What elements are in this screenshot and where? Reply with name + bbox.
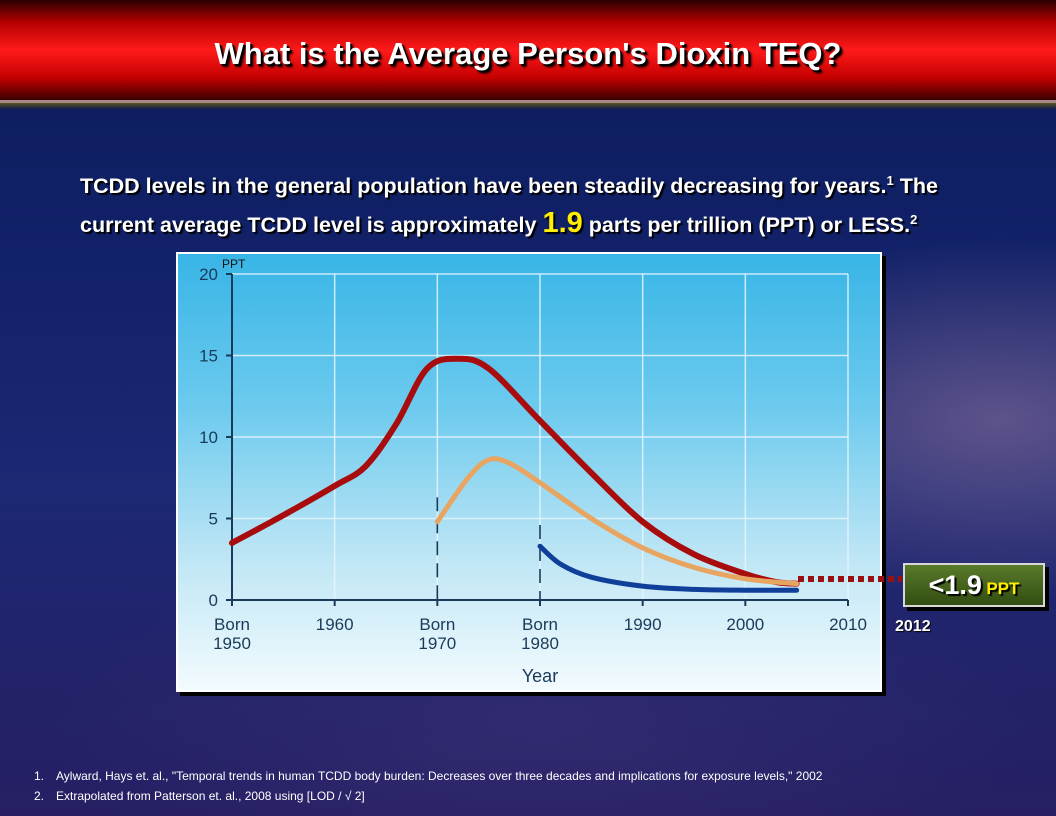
extrapolation-dotted-line xyxy=(798,576,902,582)
x-tick-label: 2000 xyxy=(726,615,764,634)
x-tick-label: Born xyxy=(214,615,250,634)
y-unit-label: PPT xyxy=(222,257,246,271)
y-tick-label: 20 xyxy=(199,265,218,284)
x-tick-label: 1960 xyxy=(316,615,354,634)
series-line-1 xyxy=(229,355,800,587)
chart-panel: 0 5 10 15 20 PPT Born 1950 1960 Born 1970 Born 1980 1… xyxy=(176,252,882,692)
current-level-callout: <1.9 PPT xyxy=(903,563,1045,607)
y-tick-label: 0 xyxy=(209,591,218,610)
x-tick-label: Born xyxy=(419,615,455,634)
footnotes: 1. Aylward, Hays et. al., "Temporal trend… xyxy=(34,766,822,806)
intro-highlight-value: 1.9 xyxy=(542,207,583,240)
intro-sup1: 1 xyxy=(886,173,894,188)
intro-part2: The current average TCDD level is approx… xyxy=(80,174,938,238)
intro-text: TCDD levels in the general population ha… xyxy=(80,164,1000,242)
callout-value: <1.9 xyxy=(928,570,982,600)
footnote-2-num: 2. xyxy=(34,789,45,803)
callout-unit: PPT xyxy=(986,579,1020,598)
x-tick-label: 2010 xyxy=(829,615,867,634)
x-tick-label: 1980 xyxy=(521,634,559,653)
footnote-2-text: Extrapolated from Patterson et. al., 200… xyxy=(56,789,365,803)
y-tick-label: 5 xyxy=(209,510,218,529)
intro-part3: parts per trillion (PPT) or LESS. xyxy=(588,213,911,238)
callout-year: 2012 xyxy=(895,618,931,635)
footnote-1: 1. Aylward, Hays et. al., "Temporal trend… xyxy=(34,766,822,786)
x-tick-label: 1950 xyxy=(213,634,251,653)
footnote-1-text: Aylward, Hays et. al., "Temporal trends … xyxy=(56,769,823,783)
intro-sup2: 2 xyxy=(910,212,918,228)
banner-divider xyxy=(0,103,1056,109)
footnote-2: 2. Extrapolated from Patterson et. al., 2… xyxy=(34,786,822,806)
x-tick-label: Born xyxy=(522,615,558,634)
page-title: What is the Average Person's Dioxin TEQ? xyxy=(214,36,842,71)
x-tick-label: 1970 xyxy=(418,634,456,653)
title-banner xyxy=(0,0,1056,103)
x-tick-label: 1990 xyxy=(624,615,662,634)
footnote-1-num: 1. xyxy=(34,769,45,783)
y-tick-label: 10 xyxy=(199,428,218,447)
x-axis-title: Year xyxy=(522,666,558,686)
series-line-3 xyxy=(537,543,800,593)
intro-part1: TCDD levels in the general population ha… xyxy=(80,174,887,199)
series-line-2 xyxy=(434,456,800,587)
y-tick-label: 15 xyxy=(199,347,218,366)
